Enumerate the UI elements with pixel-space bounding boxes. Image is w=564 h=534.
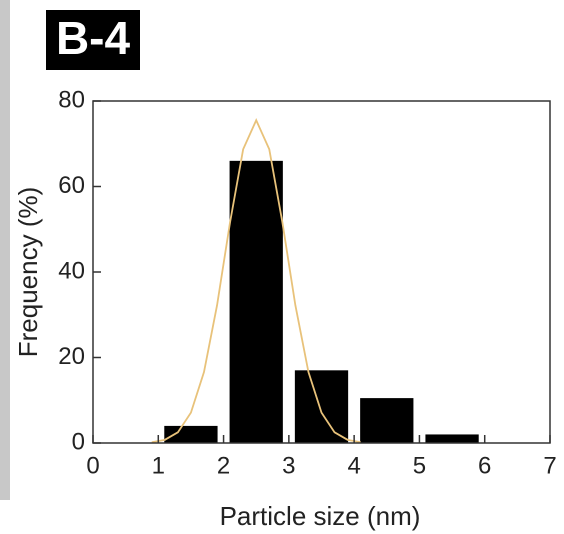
x-tick-label: 3 (282, 452, 295, 479)
x-tick-label: 4 (347, 452, 360, 479)
bar (360, 398, 414, 443)
x-tick-label: 0 (86, 452, 99, 479)
panel-label-box (46, 10, 140, 70)
x-tick-label: 6 (478, 452, 491, 479)
bar (425, 434, 479, 443)
x-tick-label: 2 (217, 452, 230, 479)
x-axis-label: Particle size (nm) (220, 501, 421, 531)
bar (164, 425, 218, 443)
image-strip (0, 0, 10, 500)
x-tick-label: 7 (543, 452, 556, 479)
x-tick-label: 5 (413, 452, 426, 479)
y-tick-label: 60 (58, 172, 85, 199)
fit-curve (151, 118, 361, 444)
y-axis-label: Frequency (%) (13, 187, 43, 358)
y-tick-label: 40 (58, 257, 85, 284)
x-tick-label: 1 (152, 452, 165, 479)
y-tick-label: 20 (58, 343, 85, 370)
y-tick-label: 80 (58, 86, 85, 113)
y-tick-label: 0 (72, 428, 85, 455)
panel-label: B-4 (56, 12, 131, 64)
bar (294, 370, 349, 443)
bar (229, 160, 283, 443)
